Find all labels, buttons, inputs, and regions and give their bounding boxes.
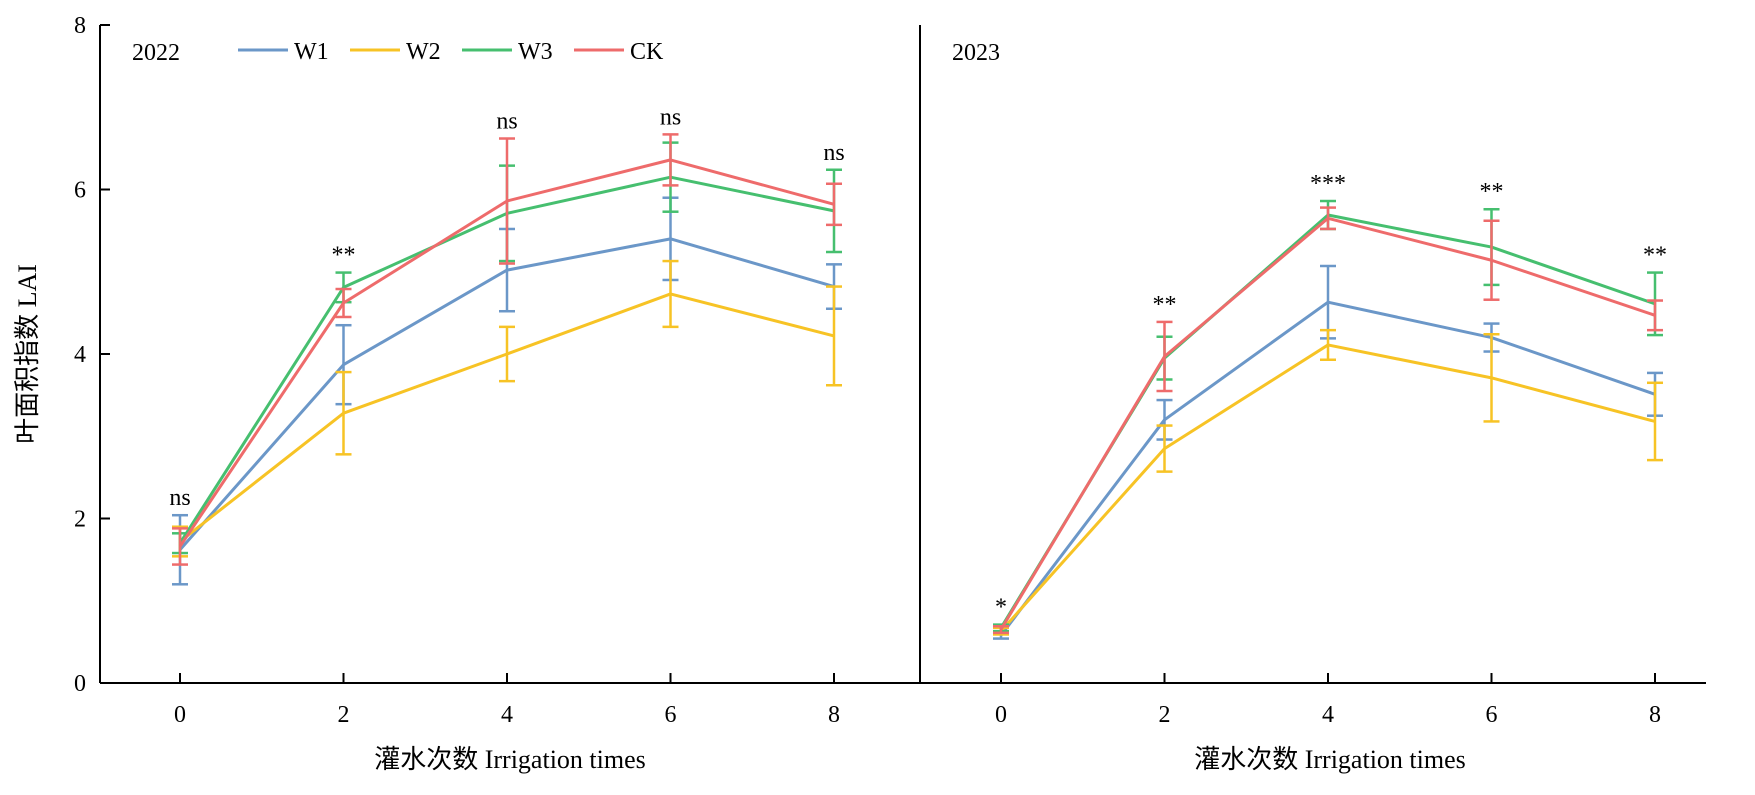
x-tick-label: 2 <box>1159 702 1171 728</box>
series-w1 <box>993 264 1663 640</box>
y-tick-label: 4 <box>74 342 86 368</box>
panel-year-label: 2022 <box>132 40 180 66</box>
significance-label: ns <box>823 140 844 166</box>
x-tick-label: 0 <box>174 702 186 728</box>
legend-label-ck: CK <box>630 39 664 65</box>
significance-label: ** <box>1643 243 1667 269</box>
x-tick-label: 8 <box>1649 702 1661 728</box>
x-axis-title: 灌水次数 Irrigation times <box>374 745 646 774</box>
significance-label: *** <box>1310 171 1346 197</box>
y-axis-title: 叶面积指数 LAI <box>13 264 42 444</box>
x-tick-label: 8 <box>828 702 840 728</box>
x-tick-label: 4 <box>1322 702 1334 728</box>
y-tick-label: 2 <box>74 507 86 533</box>
significance-label: ns <box>169 485 190 511</box>
axes-layer: 叶面积指数 LAI 0 2 4 6 8 0 2 4 6 8 灌水次数 Irrigation time… <box>13 13 1706 774</box>
legend: W1 W2 W3 CK <box>238 39 664 65</box>
panel-year-label: 2023 <box>952 40 1000 66</box>
y-tick-label: 6 <box>74 178 86 204</box>
significance-label: ns <box>496 109 517 135</box>
x-tick-label: 4 <box>501 702 513 728</box>
series-w2 <box>172 259 842 558</box>
x-axis-title: 灌水次数 Irrigation times <box>1194 745 1466 774</box>
series-line-w2 <box>179 292 835 543</box>
series-line-w1 <box>178 237 835 551</box>
x-tick-label: 6 <box>1486 702 1498 728</box>
significance-label: ** <box>332 243 356 269</box>
series-ck <box>172 133 842 566</box>
series-w2 <box>993 328 1663 636</box>
y-tick-label: 0 <box>74 671 86 697</box>
series-line-w2 <box>999 343 1656 633</box>
x-tick-label: 0 <box>995 702 1007 728</box>
series-line-ck <box>178 158 835 548</box>
x-tick-label: 6 <box>665 702 677 728</box>
significance-label: ** <box>1480 179 1504 205</box>
legend-label-w2: W2 <box>406 39 441 65</box>
significance-label: ns <box>660 104 681 130</box>
series-line-w1 <box>999 300 1656 637</box>
series-ck <box>993 206 1663 635</box>
y-tick-label: 8 <box>74 13 86 39</box>
legend-label-w1: W1 <box>294 39 329 65</box>
x-tick-label: 2 <box>338 702 350 728</box>
series-line-ck <box>999 216 1656 631</box>
significance-label: ** <box>1153 292 1177 318</box>
legend-label-w3: W3 <box>518 39 553 65</box>
significance-label: * <box>995 595 1007 621</box>
